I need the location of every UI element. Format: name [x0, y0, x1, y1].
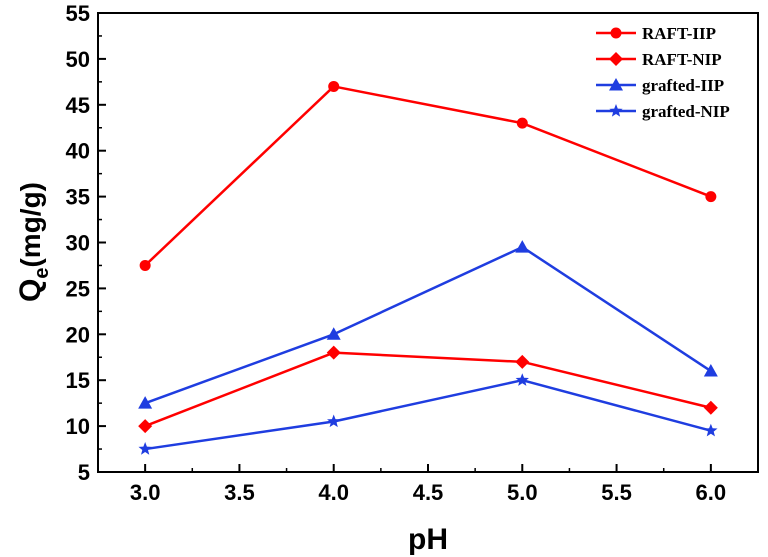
y-axis-title-subscript: e	[31, 268, 53, 279]
legend-marker	[609, 104, 623, 117]
legend-marker	[610, 27, 622, 39]
series-line	[144, 245, 712, 405]
y-tick-label: 50	[66, 47, 90, 72]
legend-marker	[609, 52, 623, 66]
x-tick-label: 5.0	[507, 480, 538, 505]
x-tick-label: 3.0	[130, 480, 161, 505]
series-line	[144, 378, 712, 451]
x-tick-label: 3.5	[224, 480, 255, 505]
data-point	[138, 442, 152, 455]
y-tick-label: 45	[66, 93, 90, 118]
data-point	[138, 419, 153, 434]
data-point	[515, 240, 530, 253]
x-tick-label: 4.0	[318, 480, 349, 505]
legend-item: RAFT-IIP	[596, 24, 716, 43]
legend-item: grafted-IIP	[596, 76, 724, 95]
y-tick-label: 25	[66, 276, 90, 301]
x-tick-label: 6.0	[696, 480, 727, 505]
y-tick-label: 5	[78, 460, 90, 485]
y-axis: 5 10 15 20 25 30 35 40 45 50 55	[66, 1, 106, 485]
legend-item: RAFT-NIP	[596, 50, 722, 69]
legend-label: RAFT-NIP	[642, 50, 722, 69]
legend-label: RAFT-IIP	[642, 24, 716, 43]
y-tick-label: 15	[66, 368, 90, 393]
y-tick-label: 10	[66, 414, 90, 439]
data-point	[516, 117, 528, 129]
y-tick-label: 30	[66, 231, 90, 256]
data-point	[515, 354, 530, 369]
series-raft-iip	[139, 80, 717, 271]
y-axis-title-unit: (mg/g)	[15, 182, 46, 268]
legend-item: grafted-NIP	[596, 102, 730, 121]
series-grafted-nip	[138, 373, 718, 455]
data-point	[138, 396, 153, 409]
series-line	[144, 351, 712, 428]
plot-area	[97, 12, 759, 473]
y-tick-label: 35	[66, 185, 90, 210]
data-point	[327, 414, 341, 428]
data-point	[328, 80, 340, 92]
legend-label: grafted-IIP	[642, 76, 724, 95]
data-point	[704, 423, 718, 437]
x-tick-label: 5.5	[601, 480, 632, 505]
series-line	[144, 85, 712, 267]
y-axis-title-main: Q	[14, 279, 47, 302]
legend-label: grafted-NIP	[642, 102, 730, 121]
y-axis-title: Qe(mg/g)	[14, 182, 53, 302]
legend: RAFT-IIP RAFT-NIP grafted-IIP grafted-NIP	[596, 24, 730, 121]
y-tick-label: 55	[66, 1, 90, 26]
data-point	[705, 191, 717, 203]
y-tick-label: 40	[66, 139, 90, 164]
y-tick-label: 20	[66, 322, 90, 347]
data-point	[326, 327, 341, 340]
series-layer	[138, 80, 718, 455]
x-tick-label: 4.5	[413, 480, 444, 505]
x-axis-title: pH	[408, 523, 448, 556]
data-point	[515, 373, 529, 386]
data-point	[703, 400, 718, 415]
legend-marker	[609, 78, 623, 91]
x-axis: 3.0 3.5 4.0 4.5 5.0 5.5 6.0	[97, 464, 759, 505]
data-point	[703, 364, 718, 377]
series-raft-nip	[138, 345, 718, 434]
data-point	[326, 345, 341, 360]
series-grafted-iip	[138, 240, 718, 409]
data-point	[139, 259, 151, 271]
